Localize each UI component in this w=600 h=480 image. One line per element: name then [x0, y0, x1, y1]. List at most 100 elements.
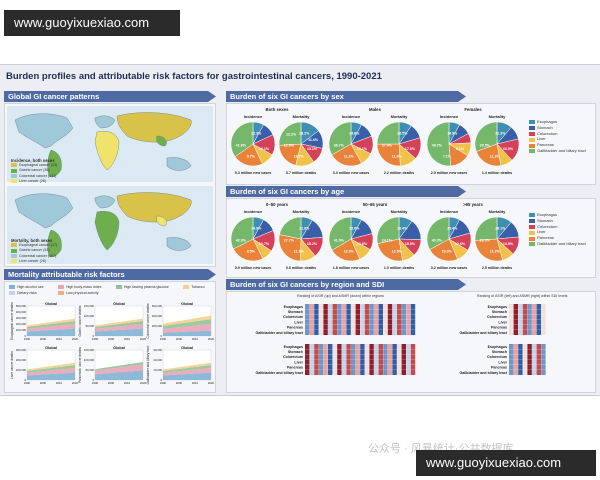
figure: Burden profiles and attributable risk fa…	[0, 64, 600, 455]
heatmap-row-label: Stomach	[492, 310, 507, 314]
legend-item: Pancreas	[529, 142, 586, 148]
legend-label: High body-mass index	[65, 285, 102, 289]
group-title: >65 years	[463, 202, 483, 207]
heatmap-cell	[378, 324, 383, 330]
heatmap-cell	[337, 330, 342, 335]
pie-label: 11.2%	[344, 155, 355, 159]
area-series	[95, 321, 143, 329]
heatmap-cell	[364, 319, 370, 325]
pie-header: Mortality	[293, 209, 310, 214]
heatmap-cell	[513, 324, 518, 330]
heatmap-cell	[323, 354, 328, 360]
pie-label: 36.7%	[334, 144, 345, 148]
tick-label: 1990	[92, 337, 99, 341]
heatmap-cell	[314, 304, 319, 309]
heatmap-cell	[360, 364, 365, 370]
heatmap-cell	[369, 319, 374, 325]
heatmap-cell	[522, 314, 528, 320]
heatmap-cell	[341, 354, 347, 360]
heatmap-cell	[401, 354, 406, 360]
pie-caption: 2.0 million new cases	[431, 171, 468, 175]
heatmap-cell	[337, 319, 342, 325]
heatmap-cell	[532, 324, 537, 330]
heatmap-cell	[518, 324, 523, 330]
tick-label: 400,000	[152, 314, 163, 318]
heatmap-cell	[314, 314, 319, 320]
tick-label: 1990	[160, 337, 167, 341]
risk-legend: High alcohol use High body-mass index High…	[9, 285, 213, 297]
heatmap-cell	[341, 309, 347, 315]
pie-caption: 3.2 million new cases	[431, 266, 468, 270]
chart-ylabel: Liver cancer deaths	[10, 351, 14, 379]
pie-incidence	[426, 121, 472, 167]
heatmap-cell	[314, 319, 319, 325]
legend-label: Pancreas	[537, 235, 554, 241]
pie-mortality	[376, 216, 422, 262]
heatmap-cell	[314, 349, 319, 355]
heatmap-cell	[378, 319, 383, 325]
heatmap-cell	[383, 354, 388, 360]
heatmap-cell	[410, 359, 416, 365]
pie-label: 7.1%	[443, 155, 452, 159]
pie-slice	[278, 234, 302, 262]
tick-label: 2020	[208, 381, 215, 385]
heatmap-cell	[397, 304, 402, 309]
pie-caption: 1.8 million new cases	[333, 266, 370, 270]
heatmap-cell	[541, 364, 546, 370]
banner-mortality: Mortality attributable risk factors	[4, 269, 216, 280]
heatmap-cell	[337, 354, 342, 360]
heatmap-cell	[406, 349, 411, 355]
heatmap-cell	[360, 304, 365, 309]
ylabel-group: Colorectal cancer deaths	[146, 303, 150, 339]
legend-item: Colorectum	[529, 224, 586, 230]
chart-title: Global	[181, 302, 193, 306]
heatmap-cell	[387, 370, 393, 375]
heatmap-cell	[536, 370, 541, 375]
heatmap-cell	[305, 349, 310, 355]
legend-label: Esophageal cancer (17)	[19, 243, 58, 248]
tick-label: 100,000	[84, 358, 95, 362]
heatmap-sdi-title: Ranking of ASIR (left) and ASMR (right) …	[477, 294, 568, 298]
heatmap-cell	[369, 354, 374, 360]
pie-label: 24.8%	[349, 132, 360, 136]
pie-label: 24.9%	[251, 227, 262, 231]
pie-header: Mortality	[489, 209, 506, 214]
legend-swatch	[529, 230, 535, 235]
group-title: 0–50 years	[266, 202, 289, 207]
heatmap-cell	[364, 370, 370, 375]
heatmap-cell	[374, 304, 379, 309]
legend-item: Pancreas	[529, 235, 586, 241]
heatmap-cell	[337, 324, 342, 330]
heatmap-cell	[527, 349, 532, 355]
legend-label: Liver	[537, 229, 546, 235]
legend-item: Stomach	[529, 218, 586, 224]
heatmap-cell	[355, 349, 360, 355]
heatmap-cell	[351, 354, 356, 360]
legend-label: Colorectal cancer (131)	[19, 173, 57, 178]
heatmap-cell	[397, 330, 402, 335]
chart-ylabel: Colorectal cancer deaths	[146, 303, 150, 339]
tick-label: 2010	[124, 337, 131, 341]
heatmap-cell	[369, 359, 374, 365]
heatmap-cell	[351, 330, 356, 335]
pie-mortality	[376, 121, 422, 167]
heatmap-cell	[541, 304, 546, 309]
tick-label: 200,000	[16, 358, 27, 362]
pie-label: 17.0%	[405, 147, 416, 151]
heatmap-cell	[387, 359, 393, 365]
heatmap-cell	[383, 359, 388, 365]
legend-swatch	[529, 242, 535, 247]
heatmap-cell	[509, 370, 514, 375]
legend-swatch	[11, 248, 17, 253]
heatmap-cell	[518, 370, 523, 375]
heatmap-cell	[328, 349, 333, 355]
heatmap-cell	[397, 314, 402, 320]
tick-label: 0	[24, 378, 26, 382]
heatmap-cell	[360, 359, 365, 365]
heatmap-cell	[364, 359, 370, 365]
heatmap-cell	[332, 344, 337, 349]
heatmap-cell	[509, 359, 514, 365]
heatmap-cell	[387, 324, 393, 330]
legend-swatch	[529, 126, 535, 131]
